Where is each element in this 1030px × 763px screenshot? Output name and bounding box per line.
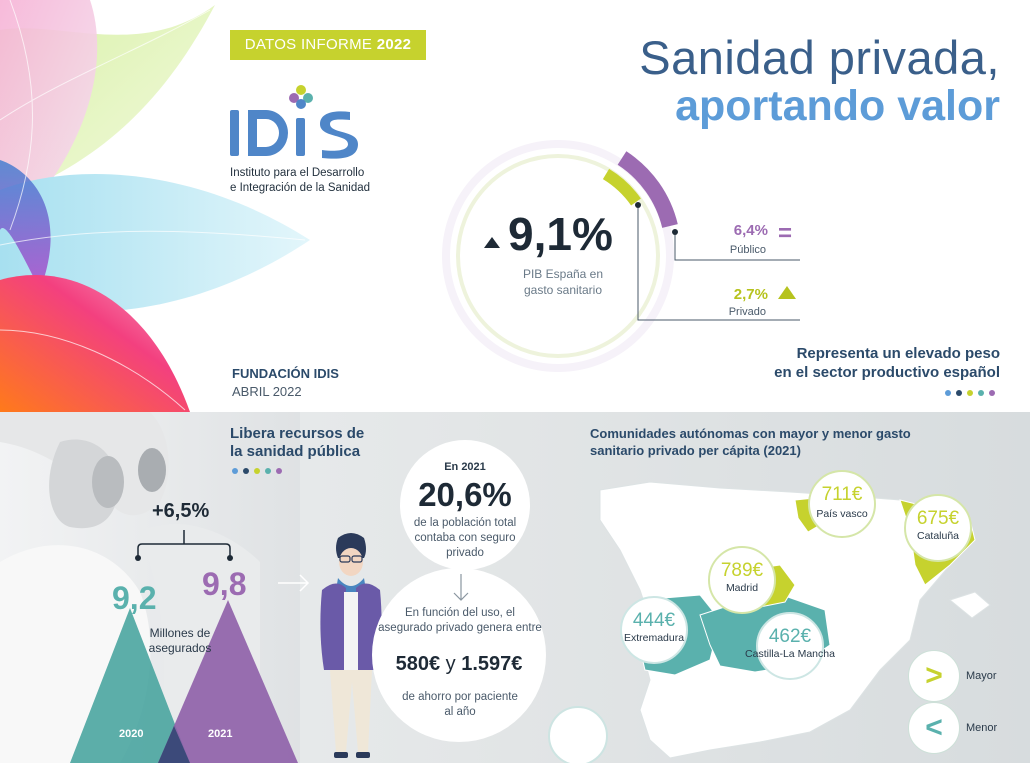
dot — [254, 468, 260, 474]
region-name: País vasco — [816, 508, 868, 520]
page-subtitle: aportando valor — [675, 82, 1000, 130]
growth-bracket — [135, 530, 233, 561]
private-label: Privado — [728, 306, 766, 318]
dot — [978, 390, 984, 396]
pib-up-icon — [484, 237, 500, 248]
region-bubble-madrid — [708, 546, 776, 614]
region-bubble-cataluna — [904, 494, 972, 562]
dot — [945, 390, 951, 396]
legend-menor-label: Menor — [966, 722, 998, 734]
dot — [989, 390, 995, 396]
year-2021-label: 2021 — [208, 728, 233, 740]
saving-circle — [372, 568, 546, 742]
pib-label: PIB España en gasto sanitario — [522, 267, 604, 297]
population-desc: de la población total contaba con seguro p… — [413, 517, 517, 559]
region-value: 444€ — [632, 610, 676, 631]
region-bubble-castilla-la-mancha — [756, 612, 824, 680]
arrow-right-icon — [278, 574, 310, 592]
population-year: En 2021 — [444, 461, 486, 473]
saving-per-patient: de ahorro por paciente al año — [402, 691, 518, 718]
region-name: Extremadura — [623, 632, 685, 644]
menor-icon: < — [908, 702, 960, 754]
gauge-connectors — [635, 202, 800, 321]
insured-triangles — [70, 600, 298, 763]
region-bubble-extremadura — [620, 596, 688, 664]
page-title: Sanidad privada, — [639, 31, 1000, 84]
idis-logo — [230, 85, 358, 159]
color-dots — [232, 468, 282, 474]
insured-title: Libera recursos de la sanidad pública — [230, 425, 365, 460]
saving-amounts: 580€ y 1.597€ — [395, 653, 523, 675]
private-up-icon — [778, 286, 796, 299]
pib-gauge — [442, 140, 678, 372]
value-2020: 9,2 — [112, 580, 157, 616]
equal-icon: = — [778, 220, 793, 247]
mayor-icon: > — [908, 650, 960, 702]
logo-subtitle: Instituto para el Desarrollo e Integració… — [230, 167, 371, 194]
region-name: Castilla-La Mancha — [745, 648, 835, 660]
dot — [276, 468, 282, 474]
public-label: Público — [729, 244, 766, 256]
population-value: 20,6% — [418, 476, 512, 513]
foundation-name: FUNDACIÓN IDIS — [232, 366, 339, 381]
represents-text: Representa un elevado peso en el sector p… — [774, 345, 1000, 381]
report-tag: DATOS INFORME 2022 — [230, 30, 426, 60]
arrow-down-icon — [453, 574, 469, 601]
regions-title: Comunidades autónomas con mayor y menor … — [590, 426, 911, 458]
private-value: 2,7% — [733, 286, 768, 303]
region-name: Cataluña — [916, 530, 960, 542]
insured-unit: Millones de asegurados — [148, 626, 212, 655]
region-bubble-pais-vasco — [808, 470, 876, 538]
report-date: ABRIL 2022 — [232, 384, 302, 399]
value-2021: 9,8 — [202, 566, 247, 602]
region-value: 675€ — [916, 508, 960, 529]
decorative-circle — [548, 706, 608, 763]
region-value: 711€ — [821, 484, 863, 505]
saving-desc: En función del uso, el asegurado privado … — [378, 607, 542, 634]
region-name: Madrid — [725, 582, 759, 594]
dot — [243, 468, 249, 474]
year-2020-label: 2020 — [119, 728, 144, 740]
growth-value: +6,5% — [152, 500, 210, 522]
public-value: 6,4% — [733, 222, 768, 239]
dot — [956, 390, 962, 396]
dot — [265, 468, 271, 474]
legend-mayor-label: Mayor — [966, 670, 997, 682]
population-circle — [400, 440, 530, 570]
dot — [232, 468, 238, 474]
dot — [967, 390, 973, 396]
leaves-illustration — [0, 0, 310, 412]
region-value: 789€ — [720, 560, 764, 581]
region-value: 462€ — [768, 626, 812, 647]
pib-value: 9,1% — [508, 208, 613, 260]
color-dots — [945, 390, 995, 396]
